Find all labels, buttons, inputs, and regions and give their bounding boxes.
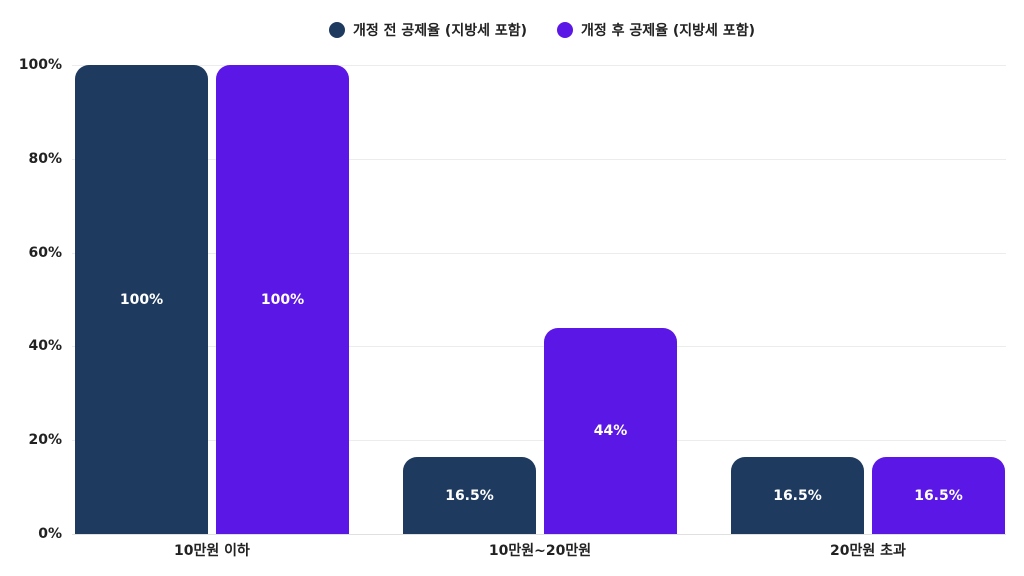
bar-after-group2: 44% (544, 328, 677, 534)
ytick-20: 20% (28, 432, 62, 448)
bar-value-label: 16.5% (773, 487, 822, 504)
chart-legend: 개정 전 공제율 (지방세 포함) 개정 후 공제율 (지방세 포함) (0, 20, 1024, 40)
ytick-0: 0% (38, 526, 62, 542)
gridline-20 (72, 440, 1006, 441)
gridline-60 (72, 253, 1006, 254)
legend-label-after: 개정 후 공제율 (지방세 포함) (581, 23, 755, 39)
bar-before-group3: 16.5% (731, 457, 864, 534)
xtick-group1: 10만원 이하 (174, 543, 250, 559)
gridline-0 (72, 534, 1006, 535)
gridline-80 (72, 159, 1006, 160)
plot-area: 100% 80% 60% 40% 20% 0% 100% 100% 16.5% … (19, 57, 1006, 542)
legend-dot-after-icon (557, 22, 573, 38)
bar-value-label: 44% (593, 423, 628, 439)
legend-label-before: 개정 전 공제율 (지방세 포함) (353, 23, 527, 39)
legend-item-after: 개정 후 공제율 (지방세 포함) (557, 20, 755, 40)
bar-value-label: 100% (119, 291, 164, 308)
bar-after-group3: 16.5% (872, 457, 1005, 534)
gridline-100 (72, 65, 1006, 66)
legend-item-before: 개정 전 공제율 (지방세 포함) (329, 20, 527, 40)
ytick-40: 40% (28, 338, 62, 354)
xtick-group3: 20만원 초과 (830, 543, 906, 559)
xtick-group2: 10만원~20만원 (488, 543, 592, 559)
bar-before-group2: 16.5% (403, 457, 536, 534)
gridline-40 (72, 346, 1006, 347)
bar-value-label: 16.5% (445, 487, 494, 504)
bar-value-label: 16.5% (914, 487, 963, 504)
ytick-60: 60% (28, 245, 62, 261)
bar-value-label: 100% (260, 291, 305, 308)
bar-before-group1: 100% (75, 65, 208, 534)
legend-dot-before-icon (329, 22, 346, 38)
bar-after-group1: 100% (216, 65, 349, 534)
ytick-100: 100% (18, 57, 62, 73)
ytick-80: 80% (28, 151, 62, 167)
